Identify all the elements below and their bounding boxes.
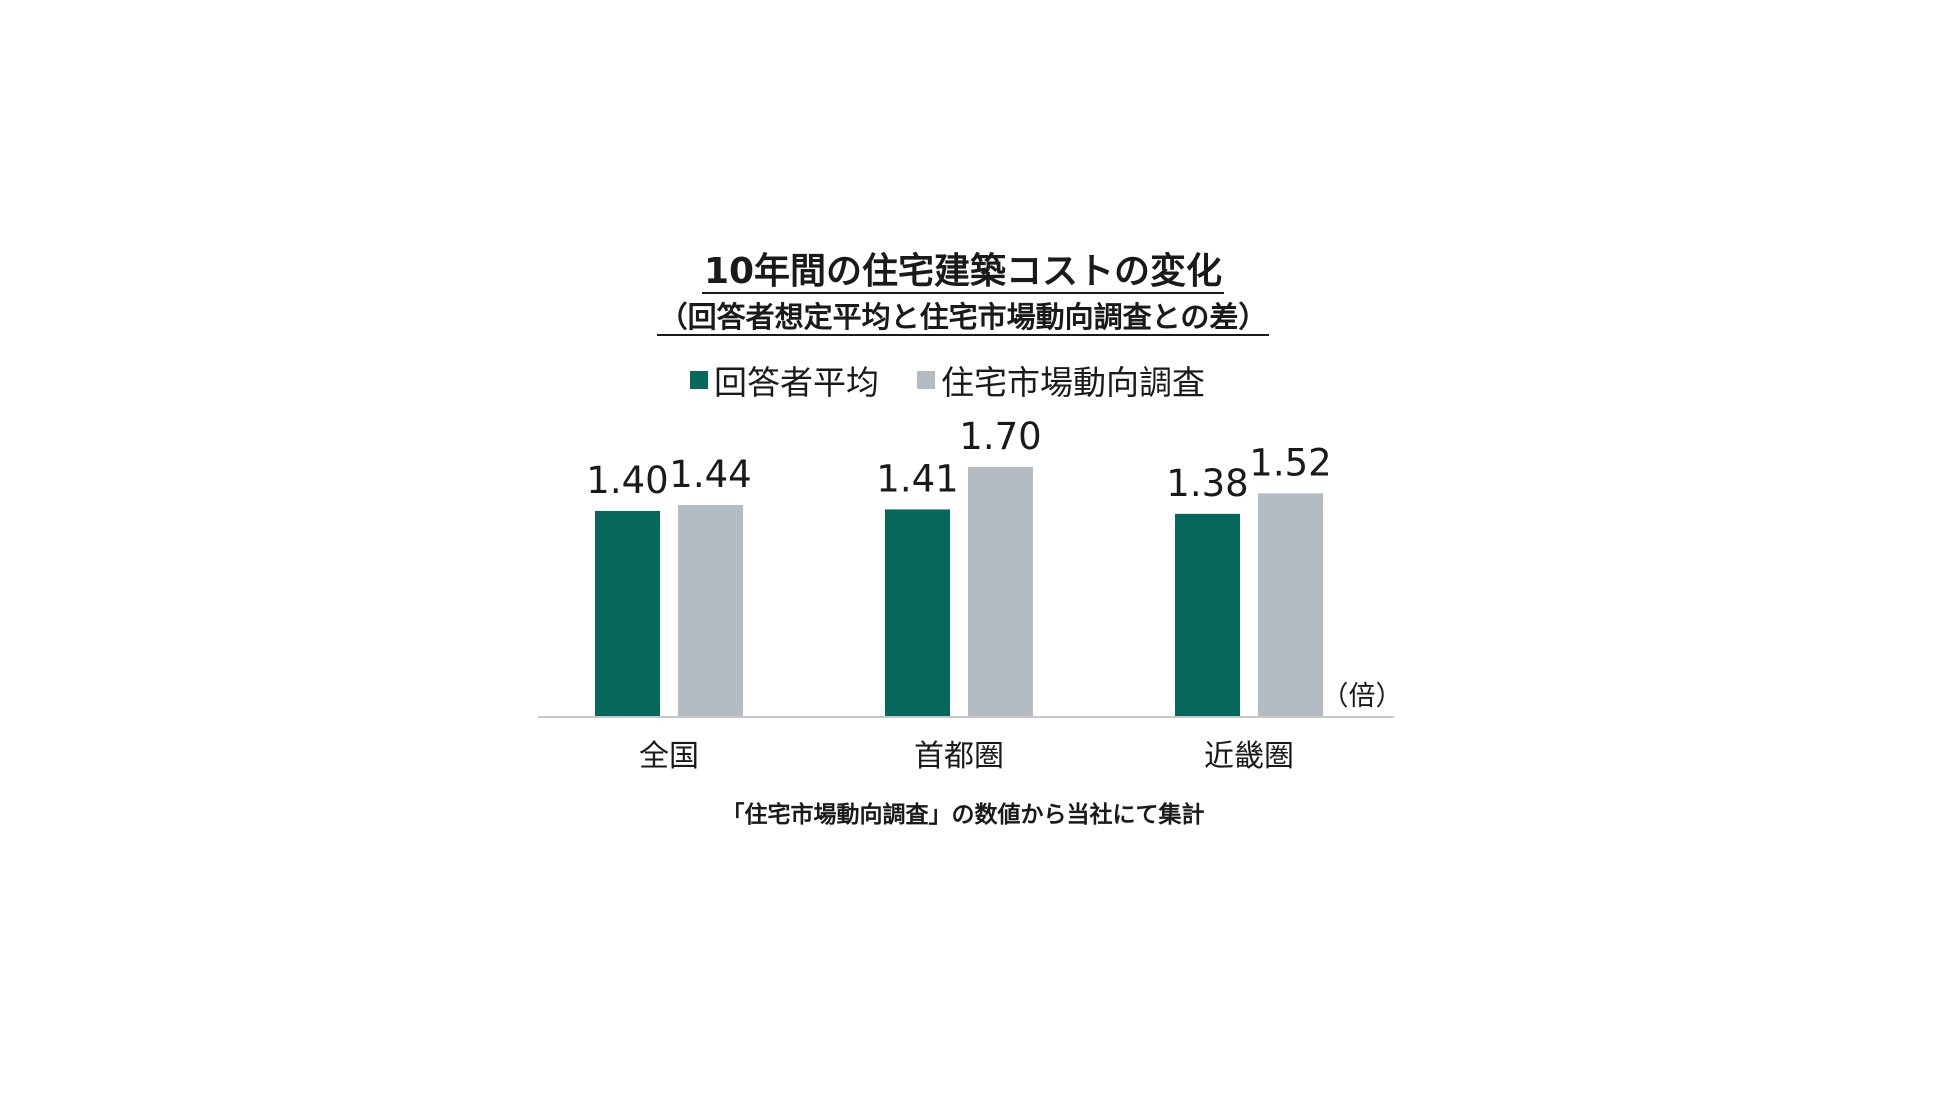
unit-label: （倍）: [1322, 681, 1403, 712]
value-label-survey-2: 1.52: [1249, 441, 1331, 484]
value-label-respondents-1: 1.41: [876, 457, 958, 500]
value-label-respondents-0: 1.40: [586, 459, 668, 502]
bar-survey-1: [968, 466, 1033, 716]
category-label-2: 近畿圏: [1204, 739, 1294, 774]
bar-respondents-0: [595, 510, 660, 716]
legend-swatch-survey: [917, 371, 935, 389]
value-labels-group: 1.40 1.44 1.411.70 1.38 1.52: [586, 415, 1331, 505]
bar-survey-2: [1258, 493, 1323, 716]
bar-respondents-2: [1175, 513, 1240, 716]
category-label-1: 首都圏: [914, 739, 1004, 774]
bar-survey-0: [678, 505, 743, 716]
category-labels-group: 全国 首都圏 近畿圏: [639, 739, 1294, 774]
legend-item-survey: 住宅市場動向調査: [917, 356, 1205, 404]
legend-swatch-respondents: [690, 371, 708, 389]
source-note: 「住宅市場動向調査」の数値から当社にて集計: [721, 802, 1205, 828]
legend-label-survey: 住宅市場動向調査: [941, 363, 1205, 402]
value-label-survey-0: 1.44: [669, 453, 751, 496]
legend-label-respondents: 回答者平均: [714, 363, 879, 402]
bar-respondents-1: [885, 509, 950, 716]
value-label-survey-1: 1.70: [959, 415, 1041, 458]
chart-subtitle: （回答者想定平均と住宅市場動向調査との差）: [656, 300, 1270, 336]
legend-item-respondents: 回答者平均: [690, 356, 879, 404]
category-label-0: 全国: [639, 739, 699, 774]
value-label-respondents-2: 1.38: [1166, 462, 1248, 505]
chart-title: 10年間の住宅建築コストの変化: [701, 251, 1225, 294]
chart-legend: 回答者平均 住宅市場動向調査: [690, 358, 1243, 402]
bars-group: [595, 466, 1323, 716]
